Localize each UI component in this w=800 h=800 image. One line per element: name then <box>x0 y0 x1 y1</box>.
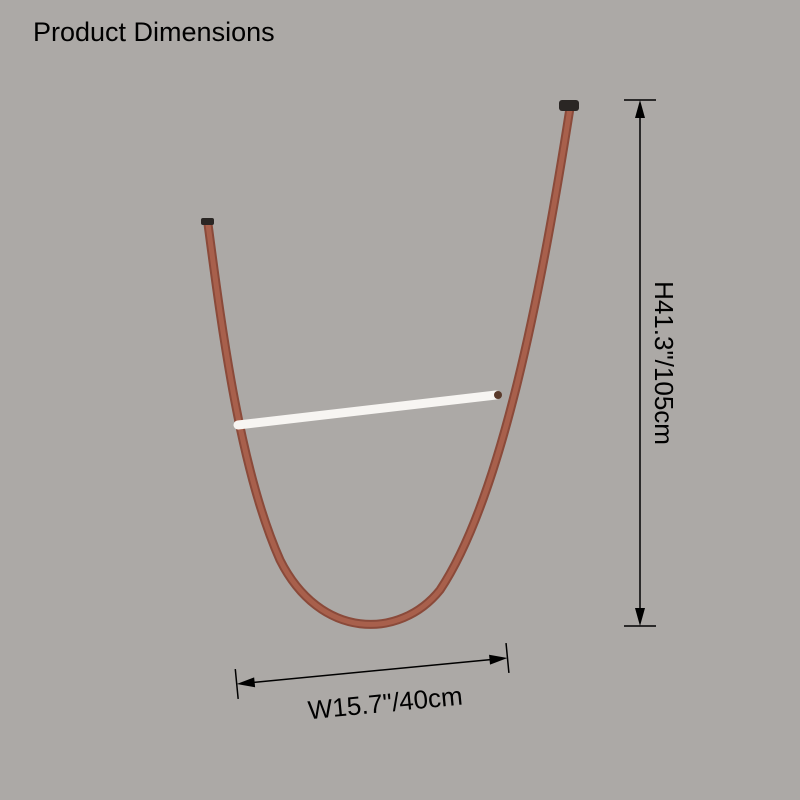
lamp-strap-highlight <box>205 105 573 627</box>
title: Product Dimensions <box>33 17 275 47</box>
height-label: H41.3"/105cm <box>649 281 679 445</box>
ceiling-mount <box>559 100 579 111</box>
tube-end <box>494 391 502 399</box>
ceiling-mount <box>201 218 214 225</box>
light-tube <box>233 390 501 430</box>
